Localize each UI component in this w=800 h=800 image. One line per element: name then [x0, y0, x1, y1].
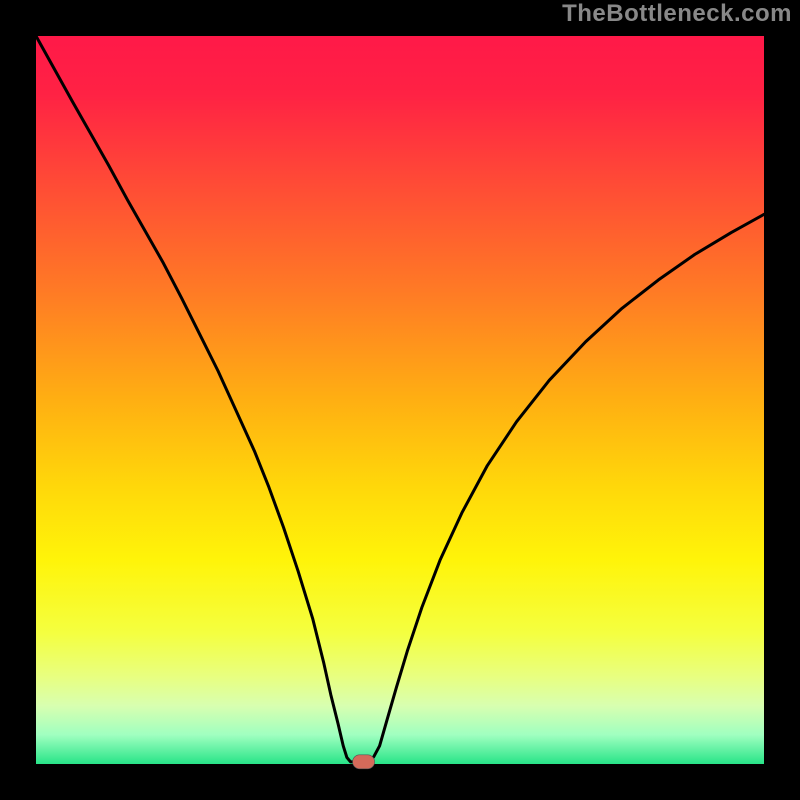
watermark-text: TheBottleneck.com	[562, 0, 792, 28]
optimal-point-marker	[353, 755, 375, 769]
chart-background	[36, 36, 764, 764]
bottleneck-chart	[0, 0, 800, 800]
